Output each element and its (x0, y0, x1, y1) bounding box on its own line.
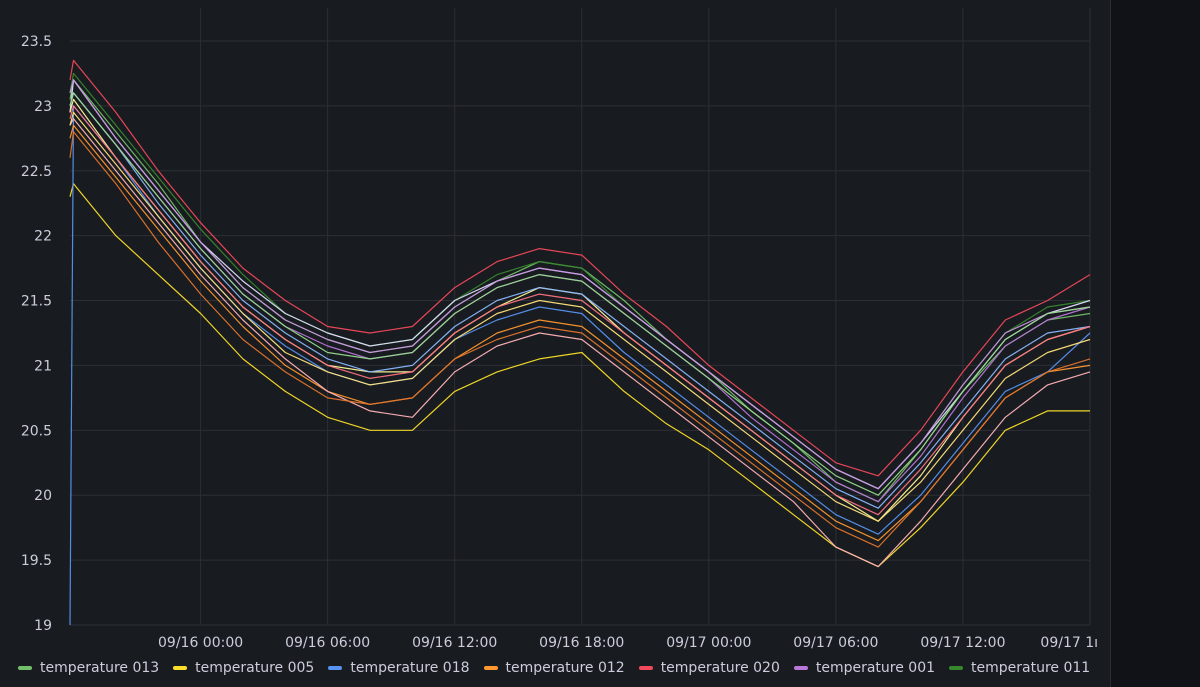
x-tick-label: 09/17 1ı (1040, 635, 1098, 651)
series-line-4 (69, 59, 1091, 477)
x-tick-label: 09/17 06:00 (793, 635, 878, 651)
y-tick-label: 22 (34, 229, 52, 245)
series-line-0 (69, 79, 1091, 503)
legend-item-temperature-020[interactable]: temperature 020 (638, 660, 780, 676)
series-lines (69, 59, 1091, 626)
y-tick-label: 22.5 (21, 164, 52, 180)
y-tick-label: 23 (34, 99, 52, 115)
legend-item-temperature-001[interactable]: temperature 001 (793, 660, 936, 676)
series-line-9 (69, 98, 1091, 522)
series-line-1 (69, 183, 1090, 568)
legend-item-temperature-011[interactable]: temperature 011 (949, 660, 1090, 676)
series-line-15 (69, 105, 1091, 516)
y-tick-label: 21 (34, 358, 52, 374)
grid (70, 8, 1091, 626)
legend-swatch (793, 666, 808, 670)
series-line-5 (69, 92, 1091, 503)
legend-label: temperature 012 (505, 660, 625, 676)
legend-label: temperature 011 (971, 660, 1091, 676)
series-line-12 (69, 79, 1091, 490)
legend-swatch (638, 666, 653, 670)
series-line-10 (69, 131, 1091, 548)
legend-item-temperature-013[interactable]: temperature 013 (18, 660, 159, 676)
x-tick-label: 09/17 12:00 (920, 635, 1005, 651)
x-tick-label: 09/16 06:00 (285, 635, 370, 651)
legend-label: temperature 018 (350, 660, 470, 676)
legend-label: temperature 020 (660, 660, 780, 676)
series-line-14 (69, 111, 1091, 522)
y-tick-label: 21.5 (21, 294, 52, 310)
series-line-11 (69, 92, 1091, 509)
legend-label: temperature 005 (195, 660, 315, 676)
time-series-chart: 19 19.5 20 20.5 21 21.5 22 22.5 23 23.5 09/16 00:… (21, 8, 1098, 651)
x-tick-label: 09/17 00:00 (666, 635, 751, 651)
x-tick-label: 09/16 12:00 (412, 635, 497, 651)
legend-label: temperature 013 (40, 660, 160, 676)
legend-label: temperature 001 (815, 660, 936, 676)
y-axis: 19 19.5 20 20.5 21 21.5 22 22.5 23 23.5 (21, 34, 52, 634)
x-tick-label: 09/16 18:00 (539, 635, 624, 651)
legend: temperature 013 temperature 005 temperat… (18, 660, 1090, 676)
series-line-13 (69, 92, 1091, 496)
legend-swatch (18, 666, 32, 670)
y-tick-label: 19.5 (21, 553, 52, 569)
series-line-8 (69, 118, 1091, 568)
legend-swatch (173, 666, 188, 670)
legend-item-temperature-005[interactable]: temperature 005 (173, 660, 314, 676)
y-tick-label: 20 (34, 488, 52, 504)
x-axis: 09/16 00:00 09/16 06:00 09/16 12:00 09/16 1… (158, 635, 1098, 651)
y-tick-label: 19 (34, 618, 52, 634)
chart-panel: 19 19.5 20 20.5 21 21.5 22 22.5 23 23.5 09/16 00:… (18, 0, 1111, 687)
x-tick-label: 09/16 00:00 (158, 635, 243, 651)
series-line-3 (69, 124, 1091, 542)
legend-item-temperature-018[interactable]: temperature 018 (328, 660, 470, 676)
legend-swatch (328, 666, 343, 670)
legend-swatch (483, 666, 498, 670)
y-tick-label: 20.5 (21, 423, 52, 439)
y-tick-label: 23.5 (21, 34, 52, 50)
legend-swatch (949, 666, 964, 670)
legend-item-temperature-012[interactable]: temperature 012 (483, 660, 625, 676)
